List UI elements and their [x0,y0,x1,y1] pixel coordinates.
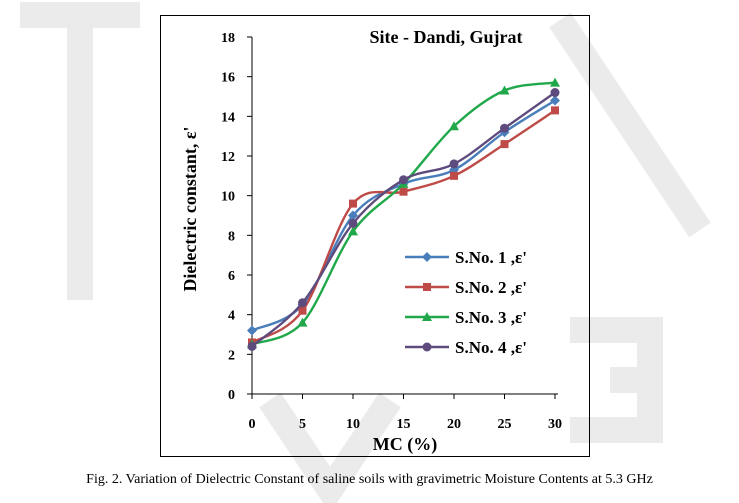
legend-entry-3: S.No. 3 ,ε' [405,308,527,327]
series-3-point [499,85,510,95]
y-tick-label: 0 [228,388,235,403]
series-2-point [298,306,307,315]
series-3-point [348,226,358,236]
series-4 [247,88,560,351]
y-axis-label: Dielectric constant, ε' [180,126,200,291]
x-tick-label: 10 [346,417,360,432]
series-4-point [348,218,358,228]
series-4-point [449,159,459,169]
series-3-point [449,121,459,131]
series-1-point [247,325,257,336]
chart-plot-frame [160,15,590,457]
legend-label: S.No. 1 ,ε' [455,248,527,267]
series-4-point [500,123,509,133]
legend-swatch-marker [422,342,432,352]
x-tick-label: 25 [498,417,512,432]
y-tick-label: 12 [221,150,235,165]
series-3-point [550,77,560,87]
series-3-line [251,81,556,346]
legend-swatch-marker [423,283,431,291]
series-2-point [349,199,357,208]
series-2-point [450,171,458,180]
series-2-point [500,140,509,149]
y-tick-label: 2 [228,348,235,363]
legend-swatch-marker [422,312,432,321]
series-1 [247,95,560,336]
series-3-point [297,317,308,327]
legend-swatch-marker [422,252,432,262]
legend-label: S.No. 2 ,ε' [455,278,527,297]
x-tick-label: 20 [447,417,461,432]
y-tick-label: 16 [221,71,235,86]
series-4-point [550,88,560,98]
series-4-point [399,175,408,185]
y-tick-label: 8 [228,229,235,244]
y-tick-label: 4 [228,309,235,324]
legend-entry-4: S.No. 4 ,ε' [405,338,527,357]
legend-entry-2: S.No. 2 ,ε' [405,278,527,297]
x-tick-label: 30 [548,417,562,432]
chart-title: Site - Dandi, Gujrat [370,27,523,47]
legend-entry-1: S.No. 1 ,ε' [405,248,527,267]
series-2-point [399,187,408,196]
y-tick-label: 10 [221,190,235,205]
series-1-point [348,210,358,221]
series-1-point [550,95,560,106]
series-4-point [298,298,307,308]
x-tick-label: 15 [397,417,411,432]
series-4-point [247,341,257,351]
y-tick-label: 6 [228,269,235,284]
y-tick-label: 18 [221,31,235,46]
legend-label: S.No. 3 ,ε' [455,308,527,327]
figure-caption: Fig. 2. Variation of Dielectric Constant… [86,472,653,487]
x-tick-label: 0 [249,417,256,432]
x-axis-label: MC (%) [373,434,437,455]
series-2-point [551,106,559,115]
x-tick-label: 5 [299,417,306,432]
legend-label: S.No. 4 ,ε' [455,338,527,357]
y-tick-label: 14 [221,110,235,125]
